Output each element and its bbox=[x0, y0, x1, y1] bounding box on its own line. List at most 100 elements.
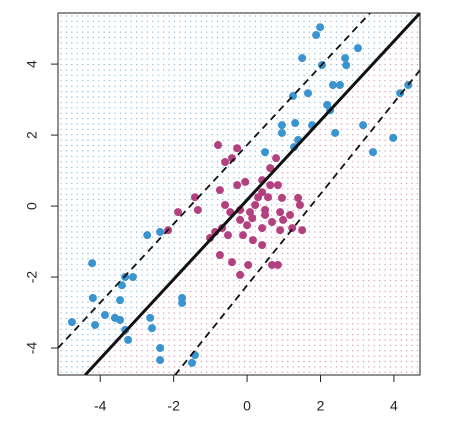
region-dot bbox=[103, 101, 105, 104]
region-dot bbox=[297, 134, 300, 136]
region-dot bbox=[114, 301, 116, 303]
region-dot bbox=[206, 209, 208, 212]
region-dot bbox=[324, 306, 327, 309]
region-dot bbox=[243, 220, 246, 222]
region-dot bbox=[81, 188, 84, 190]
region-dot bbox=[168, 144, 170, 147]
region-dot bbox=[351, 15, 354, 17]
region-dot bbox=[141, 328, 143, 330]
region-dot bbox=[114, 47, 116, 50]
region-dot bbox=[384, 274, 386, 276]
region-dot bbox=[206, 155, 208, 158]
region-dot bbox=[135, 371, 138, 374]
region-dot bbox=[389, 166, 392, 168]
region-dot bbox=[157, 177, 159, 179]
region-dot bbox=[260, 53, 262, 55]
point bbox=[341, 54, 350, 63]
region-dot bbox=[330, 198, 332, 201]
region-dot bbox=[173, 317, 176, 320]
region-dot bbox=[373, 360, 375, 363]
region-dot bbox=[130, 225, 132, 228]
region-dot bbox=[125, 323, 127, 325]
region-dot bbox=[411, 101, 413, 104]
region-dot bbox=[179, 58, 181, 60]
region-dot bbox=[411, 263, 413, 266]
region-dot bbox=[216, 150, 219, 152]
region-dot bbox=[341, 355, 343, 357]
region-dot bbox=[303, 80, 305, 82]
region-dot bbox=[162, 350, 165, 352]
region-dot bbox=[287, 188, 289, 190]
region-dot bbox=[351, 112, 354, 114]
region-dot bbox=[238, 96, 240, 98]
region-dot bbox=[292, 344, 294, 347]
region-dot bbox=[281, 171, 284, 174]
region-dot bbox=[216, 96, 219, 98]
region-dot bbox=[168, 360, 170, 363]
region-dot bbox=[368, 128, 370, 131]
region-dot bbox=[400, 63, 402, 66]
region-dot bbox=[76, 371, 78, 374]
region-dot bbox=[168, 15, 170, 17]
region-dot bbox=[319, 225, 321, 228]
region-dot bbox=[125, 371, 127, 374]
region-dot bbox=[227, 74, 230, 77]
region-dot bbox=[216, 371, 219, 374]
region-dot bbox=[238, 117, 240, 120]
region-dot bbox=[184, 258, 186, 260]
region-dot bbox=[173, 236, 176, 239]
region-dot bbox=[276, 128, 278, 131]
region-dot bbox=[92, 333, 95, 336]
region-dot bbox=[71, 171, 73, 174]
point bbox=[277, 121, 286, 130]
region-dot bbox=[357, 306, 359, 309]
region-dot bbox=[270, 85, 273, 87]
region-dot bbox=[60, 285, 62, 287]
region-dot bbox=[92, 36, 95, 39]
region-dot bbox=[287, 285, 289, 287]
region-dot bbox=[416, 161, 419, 163]
region-dot bbox=[378, 144, 381, 147]
region-dot bbox=[200, 355, 203, 357]
region-dot bbox=[216, 306, 219, 309]
region-dot bbox=[378, 20, 381, 23]
point bbox=[214, 141, 223, 150]
region-dot bbox=[216, 344, 219, 347]
region-dot bbox=[227, 198, 230, 201]
region-dot bbox=[130, 20, 132, 23]
region-dot bbox=[81, 290, 84, 293]
region-dot bbox=[195, 96, 197, 98]
region-dot bbox=[233, 328, 235, 330]
region-dot bbox=[206, 220, 208, 222]
region-dot bbox=[400, 161, 402, 163]
region-dot bbox=[341, 333, 343, 336]
region-dot bbox=[319, 258, 321, 260]
region-dot bbox=[71, 360, 73, 363]
region-dot bbox=[146, 53, 149, 55]
region-dot bbox=[206, 171, 208, 174]
region-dot bbox=[254, 269, 257, 271]
region-dot bbox=[76, 301, 78, 303]
point bbox=[116, 296, 125, 305]
region-dot bbox=[260, 134, 262, 136]
region-dot bbox=[211, 177, 213, 179]
region-dot bbox=[389, 285, 392, 287]
region-dot bbox=[324, 42, 327, 44]
region-dot bbox=[389, 150, 392, 152]
region-dot bbox=[173, 42, 176, 44]
region-dot bbox=[265, 312, 267, 314]
region-dot bbox=[135, 90, 138, 93]
region-dot bbox=[222, 63, 224, 66]
region-dot bbox=[389, 112, 392, 114]
region-dot bbox=[330, 247, 332, 249]
point bbox=[266, 181, 275, 190]
region-dot bbox=[265, 31, 267, 33]
region-dot bbox=[270, 69, 273, 71]
region-dot bbox=[389, 182, 392, 185]
region-dot bbox=[400, 296, 402, 298]
region-dot bbox=[368, 231, 370, 233]
region-dot bbox=[206, 350, 208, 352]
region-dot bbox=[125, 360, 127, 363]
region-dot bbox=[346, 317, 348, 320]
region-dot bbox=[173, 36, 176, 39]
